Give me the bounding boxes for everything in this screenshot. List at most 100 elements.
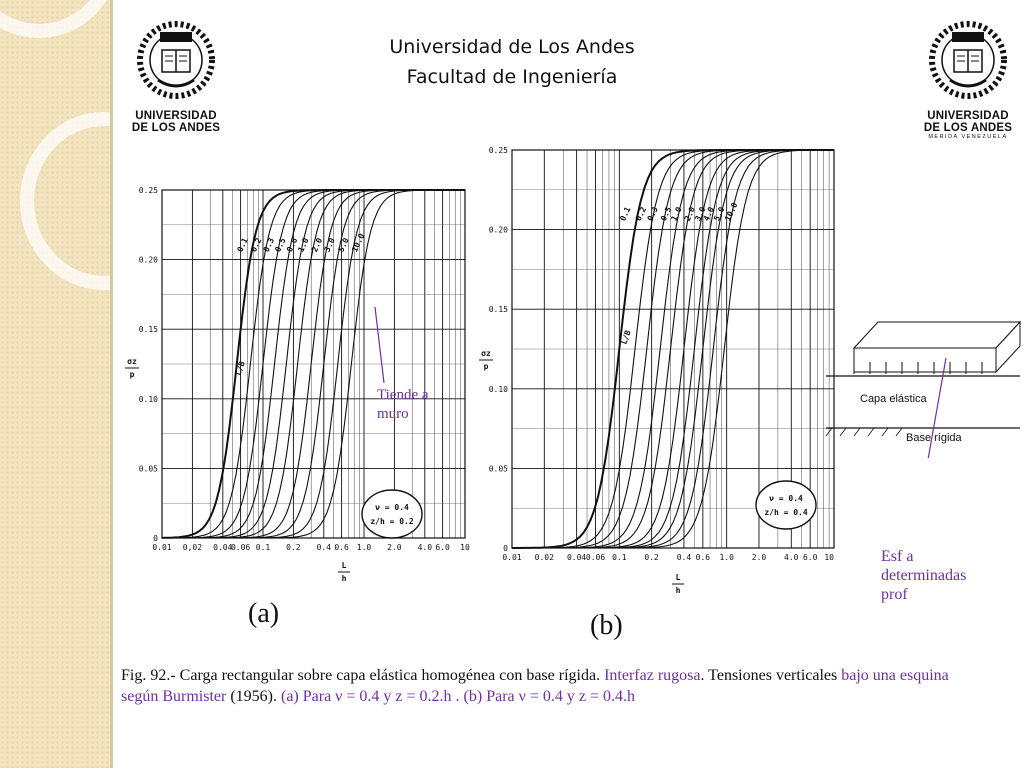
x-tick-label: 4.0: [418, 543, 433, 552]
decorative-side-stripe: [0, 0, 113, 768]
x-tick-label: 0,02: [183, 543, 202, 552]
y-axis-label-numerator: σz: [127, 357, 137, 366]
curve-label: 2.0: [310, 236, 324, 253]
legend-line2: z/h = 0.4: [764, 508, 808, 517]
y-tick-label: 0.20: [489, 226, 508, 235]
curve-label: 3.0: [323, 236, 337, 253]
university-logo-right: UNIVERSIDAD DE LOS ANDES MERIDA VENEZUEL…: [922, 10, 1014, 140]
x-tick-label: 6.0: [803, 553, 818, 562]
x-tick-label: 2.0: [752, 553, 767, 562]
annotation-tiende-a-muro: Tiende a muro: [377, 386, 429, 424]
x-axis-label-denominator: h: [676, 586, 681, 595]
x-tick-label: 0.4: [677, 553, 692, 562]
x-tick-label: 0.06: [586, 553, 605, 562]
x-tick-label: 0.6: [334, 543, 349, 552]
y-tick-label: 0.15: [489, 305, 508, 314]
x-tick-label: 0.2: [644, 553, 659, 562]
annotation-arrow: [374, 306, 385, 384]
figure-caption: Fig. 92.- Carga rectangular sobre capa e…: [121, 665, 971, 707]
panel-label-b: (b): [590, 610, 623, 641]
y-tick-label: 0.20: [139, 256, 158, 265]
curve-label: 0.1: [236, 236, 250, 253]
layer-diagram: [826, 320, 1022, 458]
x-tick-label: 2.0: [387, 543, 402, 552]
y-tick-label: 0.25: [139, 186, 158, 195]
x-axis-label-numerator: L: [676, 573, 681, 582]
x-tick-label: 0.01: [152, 543, 171, 552]
stripe-edge: [110, 0, 113, 768]
logo-tagline: MERIDA VENEZUELA: [928, 134, 1008, 140]
x-tick-label: 0.01: [502, 553, 521, 562]
legend-ellipse: [755, 480, 817, 530]
y-tick-label: 0: [153, 534, 158, 543]
x-tick-label: 0.6: [696, 553, 711, 562]
y-tick-label: 0.10: [139, 395, 158, 404]
x-axis-label-numerator: L: [342, 561, 347, 570]
param-label: L/B: [233, 360, 246, 377]
y-axis-label-numerator: σz: [481, 349, 491, 358]
x-tick-label: 1.0: [357, 543, 372, 552]
logo-wordmark-line1: UNIVERSIDAD: [135, 110, 217, 122]
y-tick-label: 0.10: [489, 385, 508, 394]
curve-label: 1.0: [296, 236, 310, 253]
decorative-ring: [0, 0, 113, 38]
caption-highlight: Interfaz rugosa: [604, 667, 701, 684]
x-tick-label: 4.0: [784, 553, 799, 562]
annotation-line1: Esf a: [881, 548, 914, 565]
caption-part: Fig. 92.- Carga rectangular sobre capa e…: [121, 667, 605, 684]
curve-label: 0.2: [249, 236, 263, 253]
annotation-line1: Tiende a: [377, 387, 429, 403]
chart-b: 0 0.05 0.10 0.15 0.20 0.25 0.01 0.02 0.04 0.06 0.1…: [479, 146, 836, 595]
x-axis-label-denominator: h: [342, 574, 347, 583]
curve-label: 0.1: [618, 205, 632, 222]
x-tick-label: 0.06: [231, 543, 250, 552]
legend-ellipse: [361, 489, 423, 539]
slide-header: Universidad de Los Andes Facultad de Ing…: [352, 32, 672, 92]
curve-10.0: [162, 189, 465, 539]
x-tick-label: 0.2: [286, 543, 301, 552]
curve-10.0: [512, 149, 834, 549]
curve-label: 10.0: [723, 201, 739, 222]
y-axis-label-denominator: p: [484, 362, 489, 371]
university-seal-icon: [929, 21, 1007, 99]
caption-highlight: bajo una esquina según Burmister: [121, 667, 949, 705]
logo-wordmark-line2: DE LOS ANDES: [131, 122, 221, 134]
faculty-name: Facultad de Ingeniería: [406, 66, 618, 88]
decorative-ring: [20, 112, 113, 290]
layer-label: Capa elástica: [860, 393, 927, 405]
legend-line1: ν = 0.4: [769, 494, 803, 503]
x-tick-label: 0.1: [256, 543, 271, 552]
panel-label-a: (a): [248, 598, 280, 629]
y-tick-label: 0.05: [139, 464, 158, 473]
y-tick-label: 0.05: [489, 464, 508, 473]
logo-wordmark-line2: DE LOS ANDES: [923, 122, 1013, 134]
x-tick-label: 0.4: [317, 543, 332, 552]
caption-part: . Tensiones verticales: [700, 667, 842, 684]
curve-label: 0.3: [646, 205, 660, 222]
x-tick-label: 6.0: [435, 543, 450, 552]
legend-line2: z/h = 0.2: [370, 517, 414, 526]
x-tick-label: 0.02: [535, 553, 554, 562]
logo-wordmark-line1: UNIVERSIDAD: [927, 110, 1009, 122]
curve-label: 5.0: [337, 236, 351, 253]
chart-a: 0 0.05 0.10 0.15 0.20 0.25 0.01 0,02 0.040.06 0.1…: [125, 186, 470, 583]
x-tick-label: 10.0: [824, 553, 836, 562]
x-tick-label: 0.04: [567, 553, 586, 562]
y-tick-label: 0.25: [489, 146, 508, 155]
caption-part: (1956).: [226, 688, 281, 705]
y-tick-label: 0.15: [139, 325, 158, 334]
caption-highlight: (a) Para ν = 0.4 y z = 0.2.h . (b) Para …: [280, 688, 636, 705]
y-axis-label-denominator: p: [130, 370, 135, 379]
x-tick-label: 0.1: [612, 553, 627, 562]
x-tick-label: 0.04: [213, 543, 232, 552]
curve-label: 1.0: [669, 205, 683, 222]
base-label: Base rígida: [906, 432, 962, 444]
university-logo-left: UNIVERSIDAD DE LOS ANDES: [130, 10, 222, 134]
annotation-line3: prof: [881, 586, 908, 603]
x-tick-label: 10: [460, 543, 470, 552]
annotation-line2: determinadas: [881, 567, 967, 584]
legend-line1: ν = 0.4: [375, 503, 409, 512]
university-seal-icon: [137, 21, 215, 99]
university-name: Universidad de Los Andes: [389, 36, 635, 58]
x-tick-label: 1.0: [719, 553, 734, 562]
